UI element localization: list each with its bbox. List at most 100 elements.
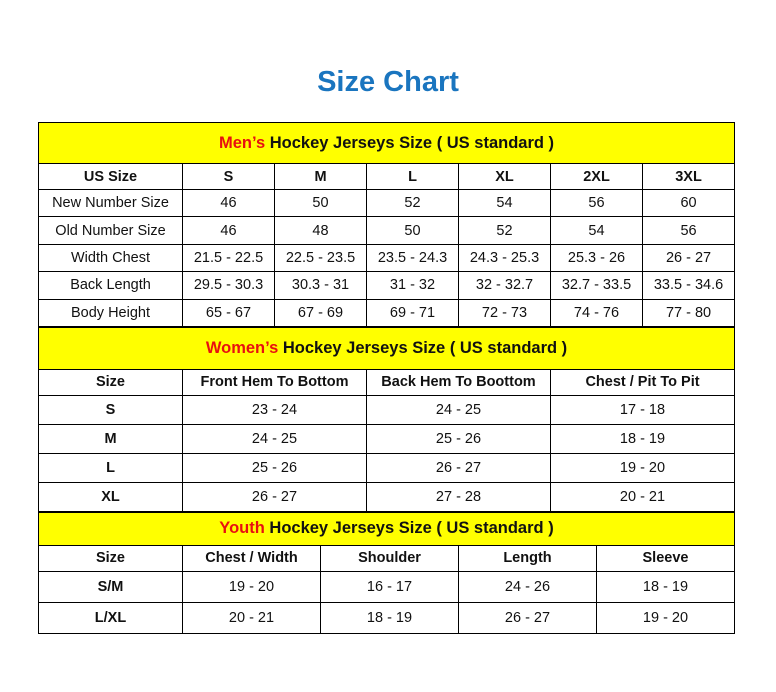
- youth-table-row: S/M 19 - 20 16 - 17 24 - 26 18 - 19: [38, 570, 736, 603]
- youth-cell: 19 - 20: [182, 570, 321, 603]
- men-column-header: L: [366, 163, 459, 190]
- youth-row-label: S/M: [38, 570, 183, 603]
- women-cell: 20 - 21: [549, 481, 736, 512]
- men-banner: Men’s Hockey Jerseys Size ( US standard …: [37, 122, 736, 164]
- youth-cell: 18 - 19: [320, 601, 459, 634]
- men-cell: 32.7 - 33.5: [550, 271, 643, 300]
- youth-cell: 18 - 19: [595, 570, 736, 603]
- youth-column-header: Sleeve: [595, 544, 736, 572]
- women-cell: 24 - 25: [182, 423, 367, 454]
- women-table: Women’s Hockey Jerseys Size ( US standar…: [37, 326, 736, 512]
- men-column-header: US Size: [38, 163, 183, 190]
- women-cell: 25 - 26: [182, 452, 367, 483]
- men-column-header: S: [182, 163, 275, 190]
- men-cell: 72 - 73: [458, 298, 551, 327]
- men-cell: 67 - 69: [274, 298, 367, 327]
- men-cell: 52: [458, 216, 551, 245]
- men-table-row: New Number Size 46 50 52 54 56 60: [38, 188, 736, 218]
- men-table-row: Body Height 65 - 67 67 - 69 69 - 71 72 - 73 7…: [38, 298, 736, 327]
- women-cell: 18 - 19: [549, 423, 736, 454]
- men-cell: 54: [550, 216, 643, 245]
- men-table: Men’s Hockey Jerseys Size ( US standard …: [37, 122, 736, 327]
- men-cell: 48: [274, 216, 367, 245]
- women-cell: 24 - 25: [366, 394, 551, 425]
- men-table-row: Back Length 29.5 - 30.3 30.3 - 31 31 - 32 32…: [38, 271, 736, 300]
- men-cell: 69 - 71: [366, 298, 459, 327]
- men-cell: 26 - 27: [641, 243, 736, 273]
- men-cell: 77 - 80: [641, 298, 736, 327]
- youth-header-row: Size Chest / Width Shoulder Length Sleeve: [38, 544, 736, 572]
- men-table-row: Old Number Size 46 48 50 52 54 56: [38, 216, 736, 245]
- women-column-header: Chest / Pit To Pit: [549, 368, 736, 396]
- youth-table-row: L/XL 20 - 21 18 - 19 26 - 27 19 - 20: [38, 601, 736, 634]
- men-row-label: Back Length: [38, 271, 183, 300]
- men-cell: 25.3 - 26: [550, 243, 643, 273]
- youth-column-header: Length: [458, 544, 597, 572]
- youth-column-header: Shoulder: [320, 544, 459, 572]
- men-header-row: US Size S M L XL 2XL 3XL: [38, 163, 736, 190]
- men-cell: 29.5 - 30.3: [182, 271, 275, 300]
- men-cell: 65 - 67: [182, 298, 275, 327]
- men-cell: 30.3 - 31: [274, 271, 367, 300]
- women-banner-text: Hockey Jerseys Size ( US standard ): [278, 338, 568, 357]
- youth-cell: 20 - 21: [182, 601, 321, 634]
- page-title: Size Chart: [317, 66, 459, 98]
- men-cell: 56: [641, 216, 736, 245]
- women-column-header: Back Hem To Boottom: [366, 368, 551, 396]
- men-row-label: Body Height: [38, 298, 183, 327]
- men-cell: 50: [274, 188, 367, 218]
- women-cell: 26 - 27: [366, 452, 551, 483]
- women-column-header: Front Hem To Bottom: [182, 368, 367, 396]
- youth-cell: 16 - 17: [320, 570, 459, 603]
- women-banner: Women’s Hockey Jerseys Size ( US standar…: [37, 326, 736, 370]
- women-table-row: M 24 - 25 25 - 26 18 - 19: [38, 423, 736, 454]
- men-cell: 33.5 - 34.6: [641, 271, 736, 300]
- men-table-row: Width Chest 21.5 - 22.5 22.5 - 23.5 23.5 - …: [38, 243, 736, 273]
- women-banner-accent: Women’s: [205, 338, 279, 357]
- men-cell: 52: [366, 188, 459, 218]
- men-cell: 46: [182, 188, 275, 218]
- women-row-label: L: [38, 452, 183, 483]
- men-cell: 31 - 32: [366, 271, 459, 300]
- men-column-header: XL: [458, 163, 551, 190]
- women-row-label: S: [38, 394, 183, 425]
- women-cell: 25 - 26: [366, 423, 551, 454]
- women-table-row: S 23 - 24 24 - 25 17 - 18: [38, 394, 736, 425]
- men-cell: 74 - 76: [550, 298, 643, 327]
- youth-column-header: Size: [38, 544, 183, 572]
- youth-cell: 26 - 27: [458, 601, 597, 634]
- women-header-row: Size Front Hem To Bottom Back Hem To Boott…: [38, 368, 736, 396]
- men-column-header: 3XL: [641, 163, 736, 190]
- youth-column-header: Chest / Width: [182, 544, 321, 572]
- men-cell: 24.3 - 25.3: [458, 243, 551, 273]
- women-row-label: M: [38, 423, 183, 454]
- men-cell: 60: [641, 188, 736, 218]
- women-cell: 19 - 20: [549, 452, 736, 483]
- youth-row-label: L/XL: [38, 601, 183, 634]
- women-cell: 27 - 28: [366, 481, 551, 512]
- youth-cell: 19 - 20: [595, 601, 736, 634]
- youth-banner-accent: Youth: [219, 519, 265, 538]
- men-cell: 54: [458, 188, 551, 218]
- men-banner-text: Hockey Jerseys Size ( US standard ): [265, 133, 555, 152]
- women-row-label: XL: [38, 481, 183, 512]
- size-chart: Men’s Hockey Jerseys Size ( US standard …: [37, 122, 736, 634]
- women-column-header: Size: [38, 368, 183, 396]
- youth-banner: Youth Hockey Jerseys Size ( US standard …: [37, 511, 736, 546]
- men-cell: 46: [182, 216, 275, 245]
- women-cell: 26 - 27: [182, 481, 367, 512]
- men-row-label: Old Number Size: [38, 216, 183, 245]
- men-row-label: New Number Size: [38, 188, 183, 218]
- youth-banner-text: Hockey Jerseys Size ( US standard ): [264, 519, 554, 538]
- youth-cell: 24 - 26: [458, 570, 597, 603]
- men-cell: 50: [366, 216, 459, 245]
- men-cell: 32 - 32.7: [458, 271, 551, 300]
- women-table-row: L 25 - 26 26 - 27 19 - 20: [38, 452, 736, 483]
- women-cell: 23 - 24: [182, 394, 367, 425]
- men-cell: 21.5 - 22.5: [182, 243, 275, 273]
- men-column-header: 2XL: [550, 163, 643, 190]
- women-table-row: XL 26 - 27 27 - 28 20 - 21: [38, 481, 736, 512]
- men-banner-accent: Men’s: [219, 133, 266, 152]
- men-row-label: Width Chest: [38, 243, 183, 273]
- youth-table: Youth Hockey Jerseys Size ( US standard …: [37, 511, 736, 634]
